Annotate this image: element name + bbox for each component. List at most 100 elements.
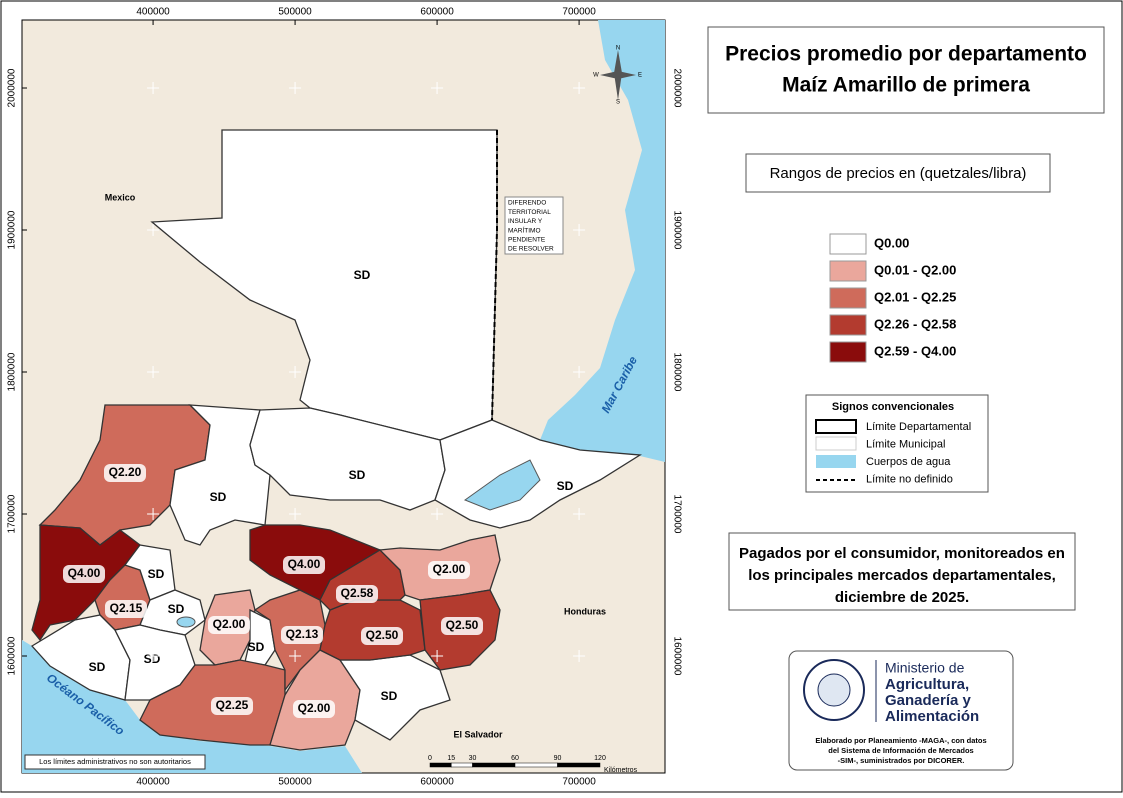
legend-swatch [829,233,867,255]
ministry-name: Ministerio de [885,660,965,676]
x-tick-label: 600000 [420,7,454,18]
x-tick-label: 500000 [278,7,312,18]
legend-swatch [829,341,867,363]
legend-swatch [829,314,867,336]
department-label: SD [89,660,106,674]
grid-cross [573,649,586,662]
dispute-text: INSULAR Y [508,218,543,225]
sign-municipal [815,436,857,451]
department-label: Q2.13 [286,627,319,641]
legend-label: Q0.01 - Q2.00 [874,262,956,277]
department-label: SD [349,468,366,482]
y-tick-label: 2000000 [671,69,682,108]
compass-letter: W [593,73,599,79]
scale-segment [557,762,601,768]
compass [600,50,636,100]
place-label: El Salvador [453,729,503,739]
department-label: Q2.50 [366,628,399,642]
x-tick-label: 400000 [136,7,170,18]
department-label: SD [168,602,185,616]
scale-label: 60 [511,755,519,762]
grid-cross [289,366,302,379]
note-line: diciembre de 2025. [835,589,969,606]
grid-cross [147,508,160,521]
dispute-text: PENDIENTE [508,237,546,244]
department-label: Q4.00 [288,557,321,571]
y-tick-label: 1900000 [671,211,682,250]
department-label: Q2.25 [216,698,249,712]
legend-label: Q2.01 - Q2.25 [874,289,956,304]
disclaimer: Los límites administrativos no son autor… [39,757,191,766]
sign-department [815,419,857,434]
x-tick-label: 600000 [420,777,454,788]
department-label: Q2.00 [213,617,246,631]
department-label: SD [248,640,265,654]
compass-letter: S [616,100,620,106]
label-halo [104,464,146,482]
ministry-name: Agricultura, [885,676,969,693]
scale-segment [514,762,558,768]
x-tick-label: 400000 [136,777,170,788]
scale-segment [472,762,516,768]
label-halo [283,556,325,574]
scale-label: 15 [447,755,455,762]
scale-label: 30 [469,755,477,762]
department-label: Q2.20 [109,465,142,479]
grid-cross [573,508,586,521]
seal [803,659,865,721]
department-label: Q2.00 [433,562,466,576]
note-frame [728,532,1076,611]
grid-cross [147,649,160,662]
grid-cross [431,649,444,662]
scale-label: 0 [428,755,432,762]
y-tick-label: 1800000 [7,352,18,391]
grid-cross [289,224,302,237]
legend-swatch [829,260,867,282]
label-halo [208,616,250,634]
department-label: SD [144,652,161,666]
dispute-text: DE RESOLVER [508,246,554,253]
y-tick-label: 1600000 [7,636,18,675]
grid-cross [431,508,444,521]
department-label: Q4.00 [68,566,101,580]
ministry-name: Ganadería y [885,692,972,709]
y-tick-label: 1600000 [671,637,682,676]
grid-cross [431,82,444,95]
y-tick-label: 2000000 [7,68,18,107]
legend-label: Q2.26 - Q2.58 [874,316,956,331]
dispute-text: TERRITORIAL [508,209,551,216]
scale-segment [451,762,473,768]
y-tick-label: 1800000 [671,353,682,392]
note-line: los principales mercados departamentales… [748,567,1056,584]
note-line: Pagados por el consumidor, monitoreados … [739,545,1065,562]
sign-label: Cuerpos de agua [866,456,951,468]
grid-cross [147,224,160,237]
credits: -SIM-, suministrados por DICORER. [838,756,965,765]
label-halo [428,561,470,579]
y-tick-label: 1700000 [7,494,18,533]
department-label: SD [354,268,371,282]
sign-label: Límite no definido [866,473,953,485]
pacific-ocean [22,640,362,773]
place-label: Honduras [564,606,606,616]
title: Maíz Amarillo de primera [782,74,1030,97]
x-tick-label: 500000 [278,777,312,788]
legend-title: Rangos de precios en (quetzales/libra) [770,165,1027,182]
caribbean-sea [540,20,665,462]
undefined-limit [491,130,498,421]
label-halo [441,617,483,635]
department-label: SD [381,689,398,703]
title-frame [707,26,1105,114]
label-halo [63,565,105,583]
scale-label: 90 [554,755,562,762]
sign-water [816,455,856,468]
place-label: Mexico [105,192,136,202]
credits: del Sistema de Información de Mercados [828,746,973,755]
y-tick-label: 1900000 [7,210,18,249]
y-tick-label: 1700000 [671,495,682,534]
department-label: SD [210,490,227,504]
title-box: Precios promedio por departamento Maíz A… [707,26,1105,114]
map: SDQ2.20SDSDSDQ4.00Q2.15SDSDSDSDQ2.00SDQ2… [7,7,683,788]
grid-cross [573,82,586,95]
x-tick-label: 700000 [562,777,596,788]
